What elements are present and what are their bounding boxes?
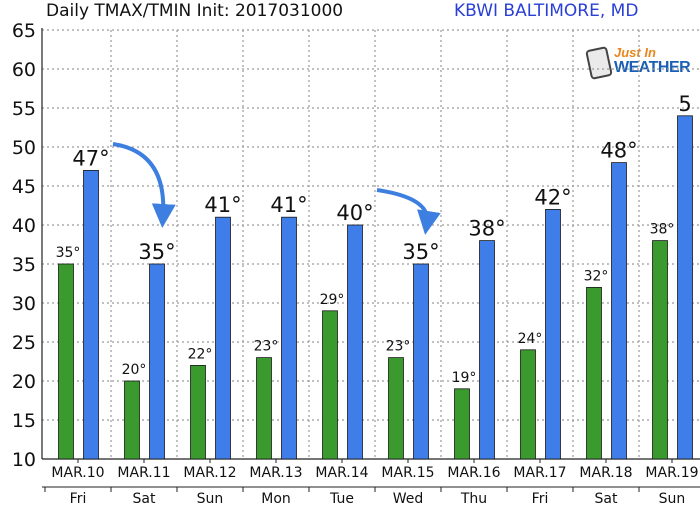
tmax-label: 48° — [600, 139, 637, 163]
tmin-bar — [520, 349, 536, 460]
day-label: Thu — [460, 491, 487, 507]
y-tick-label: 55 — [12, 98, 36, 120]
just-in-weather-logo: Just In WEATHER — [585, 45, 693, 82]
tmin-bar — [124, 380, 140, 460]
tmax-label: 35° — [402, 240, 439, 264]
tmax-bar — [677, 115, 693, 460]
x-tick-label: MAR.17 — [513, 465, 566, 481]
day-label: Wed — [393, 491, 424, 507]
tmin-bar — [190, 364, 206, 460]
tmin-label: 32° — [584, 268, 609, 284]
station-name: KBWI BALTIMORE, MD — [454, 1, 639, 21]
tmax-bar — [611, 162, 627, 460]
tmin-label: 22° — [188, 346, 213, 362]
tmin-label: 35° — [56, 245, 81, 261]
tmax-bar — [347, 224, 363, 460]
day-label: Tue — [329, 491, 354, 507]
tmin-bar — [58, 263, 74, 460]
x-tick-label: MAR.13 — [249, 465, 302, 481]
tmax-bar — [413, 263, 429, 460]
tmin-label: 24° — [518, 331, 543, 347]
tmin-bar — [322, 310, 338, 460]
tmax-bar — [479, 240, 495, 460]
tmax-bar — [215, 216, 231, 460]
tmin-label: 23° — [386, 339, 411, 355]
y-tick-label: 50 — [12, 137, 36, 159]
y-tick-label: 15 — [12, 410, 36, 432]
tmin-label: 29° — [320, 292, 345, 308]
y-tick-label: 65 — [12, 20, 36, 42]
y-tick-label: 10 — [12, 449, 36, 471]
tmin-label: 23° — [254, 339, 279, 355]
tmax-label: 41° — [204, 193, 241, 217]
tmin-bar — [454, 388, 470, 460]
tmax-label: 5 — [678, 92, 691, 116]
tmax-bar — [83, 169, 99, 460]
chart-title: Daily TMAX/TMIN Init: 2017031000 — [46, 1, 344, 21]
y-tick-label: 40 — [12, 215, 36, 237]
tmax-label: 41° — [270, 193, 307, 217]
day-label: Sat — [595, 491, 618, 507]
y-tick-label: 35 — [12, 254, 36, 276]
x-tick-label: MAR.10 — [51, 465, 104, 481]
y-tick-label: 45 — [12, 176, 36, 198]
y-tick-label: 20 — [12, 371, 36, 393]
x-tick-label: MAR.14 — [315, 465, 368, 481]
trend-arrow — [112, 142, 176, 228]
tmax-label: 42° — [534, 185, 571, 209]
y-tick-label: 60 — [12, 59, 36, 81]
y-tick-label: 30 — [12, 293, 36, 315]
tmin-bar — [388, 357, 404, 460]
x-tick-label: MAR.15 — [381, 465, 434, 481]
x-tick-label: MAR.12 — [183, 465, 236, 481]
tmax-label: 40° — [336, 201, 373, 225]
tmin-bar — [256, 357, 272, 460]
tmax-bar — [545, 208, 561, 460]
day-label: Sun — [197, 491, 224, 507]
tmax-bar — [281, 216, 297, 460]
tmax-label: 38° — [468, 217, 505, 241]
day-label: Sat — [133, 491, 156, 507]
logo-line2: WEATHER — [614, 59, 691, 76]
day-label: Sun — [659, 491, 686, 507]
tmin-label: 19° — [452, 370, 477, 386]
y-tick-label: 25 — [12, 332, 36, 354]
day-label: Mon — [261, 491, 291, 507]
tmax-bar — [149, 263, 165, 460]
tmax-label: 35° — [138, 240, 175, 264]
day-label: Fri — [532, 491, 549, 507]
x-tick-label: MAR.19 — [645, 465, 698, 481]
trend-arrow — [376, 188, 441, 235]
tmax-label: 47° — [72, 146, 109, 170]
x-tick-label: MAR.16 — [447, 465, 500, 481]
tmin-label: 20° — [122, 362, 147, 378]
x-tick-label: MAR.18 — [579, 465, 632, 481]
tmin-bar — [652, 240, 668, 460]
day-label: Fri — [70, 491, 87, 507]
tmin-bar — [586, 286, 602, 460]
tmin-label: 38° — [650, 222, 675, 238]
logo-line1: Just In — [614, 45, 656, 60]
x-tick-label: MAR.11 — [117, 465, 170, 481]
